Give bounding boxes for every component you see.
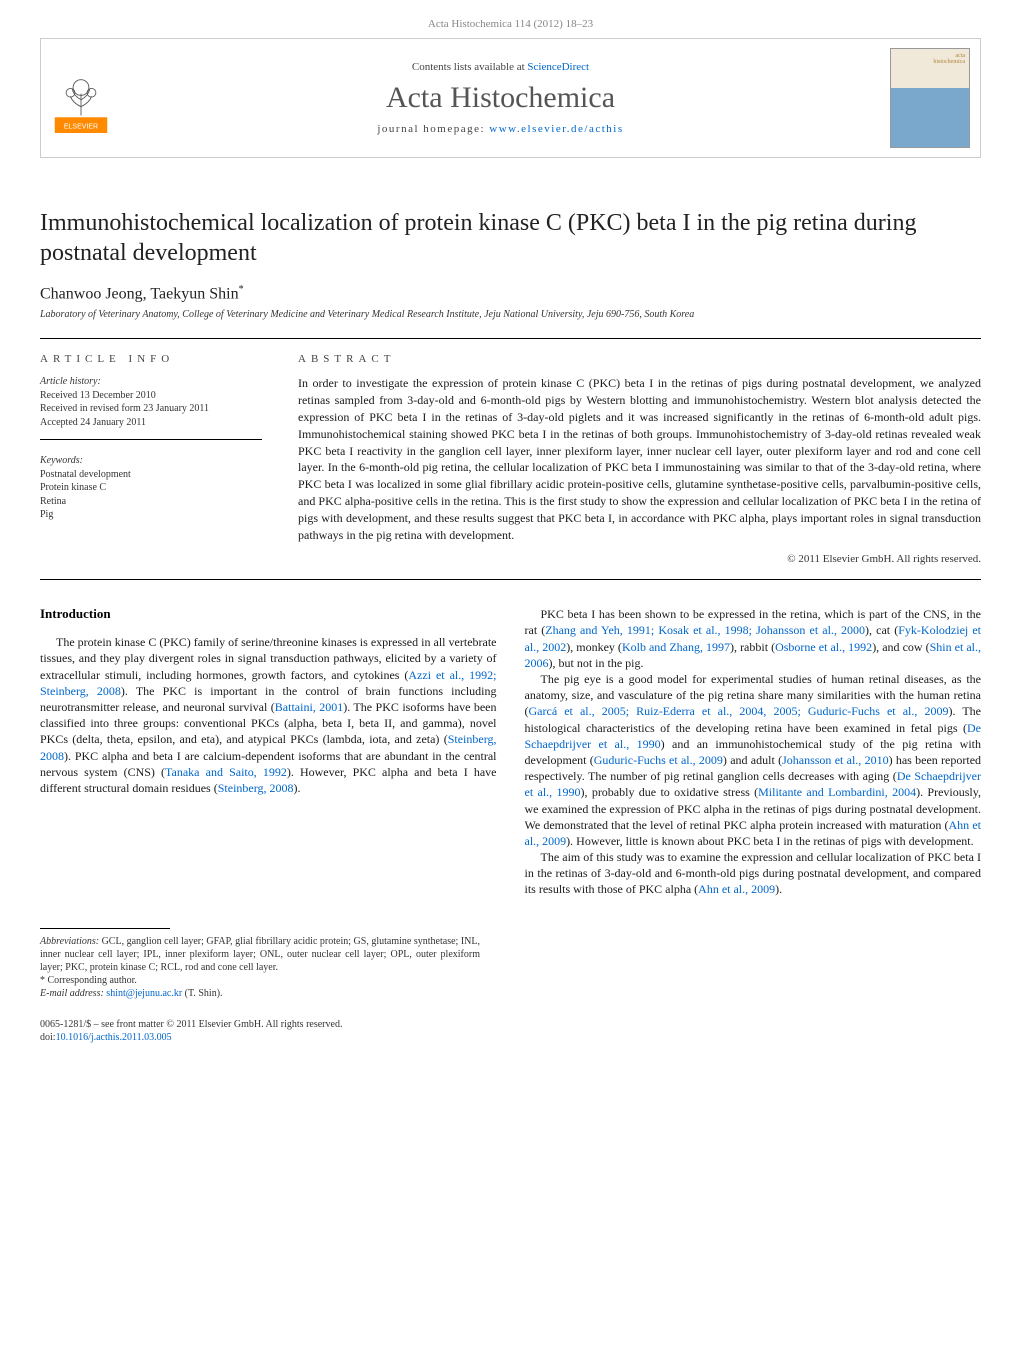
keyword-item: Postnatal development	[40, 468, 262, 482]
body-column-right: PKC beta I has been shown to be expresse…	[525, 606, 982, 897]
abstract-text: In order to investigate the expression o…	[298, 375, 981, 543]
history-revised: Received in revised form 23 January 2011	[40, 402, 262, 416]
sciencedirect-link[interactable]: ScienceDirect	[527, 61, 589, 73]
text-run: ), and cow (	[872, 640, 929, 654]
intro-paragraph-2: PKC beta I has been shown to be expresse…	[525, 606, 982, 671]
contents-line: Contents lists available at ScienceDirec…	[412, 61, 589, 73]
history-received: Received 13 December 2010	[40, 389, 262, 403]
doi-prefix: doi:	[40, 1032, 56, 1043]
running-header: Acta Histochemica 114 (2012) 18–23	[0, 0, 1021, 38]
citation-link[interactable]: Osborne et al., 1992	[775, 640, 872, 654]
abbreviations-footnote: Abbreviations: GCL, ganglion cell layer;…	[40, 935, 480, 974]
svg-text:ELSEVIER: ELSEVIER	[64, 124, 98, 131]
keyword-item: Retina	[40, 495, 262, 509]
keyword-item: Pig	[40, 508, 262, 522]
divider-bottom	[40, 579, 981, 580]
abstract-column: abstract In order to investigate the exp…	[280, 339, 981, 579]
page-footer: 0065-1281/$ – see front matter © 2011 El…	[40, 1018, 981, 1044]
section-heading-introduction: Introduction	[40, 606, 497, 622]
intro-paragraph-1: The protein kinase C (PKC) family of ser…	[40, 634, 497, 796]
text-run: ), probably due to oxidative stress (	[580, 785, 758, 799]
cover-thumbnail-container: actahistochemica	[880, 39, 980, 157]
email-suffix: (T. Shin).	[182, 988, 222, 999]
email-link[interactable]: shint@jejunu.ac.kr	[106, 988, 182, 999]
article-info-label: article info	[40, 353, 262, 365]
footnotes: Abbreviations: GCL, ganglion cell layer;…	[40, 928, 480, 1000]
journal-title: Acta Histochemica	[386, 81, 615, 115]
abbrev-text: GCL, ganglion cell layer; GFAP, glial fi…	[40, 936, 480, 973]
contents-prefix: Contents lists available at	[412, 61, 527, 73]
text-run: ).	[775, 882, 782, 896]
journal-homepage: journal homepage: www.elsevier.de/acthis	[377, 123, 623, 135]
text-run: ), monkey (	[566, 640, 622, 654]
authors-names: Chanwoo Jeong, Taekyun Shin	[40, 285, 239, 302]
footnote-rule	[40, 928, 170, 929]
citation-link[interactable]: Johansson et al., 2010	[782, 753, 889, 767]
citation-link[interactable]: Garcá et al., 2005; Ruiz-Ederra et al., …	[529, 704, 949, 718]
article-title: Immunohistochemical localization of prot…	[40, 208, 981, 268]
history-label: Article history:	[40, 375, 262, 389]
email-label: E-mail address:	[40, 988, 106, 999]
abbrev-label: Abbreviations:	[40, 936, 99, 947]
history-accepted: Accepted 24 January 2011	[40, 416, 262, 430]
text-run: ), but not in the pig.	[549, 656, 644, 670]
banner-center: Contents lists available at ScienceDirec…	[121, 39, 880, 157]
abstract-label: abstract	[298, 353, 981, 365]
cover-thumbnail: actahistochemica	[890, 48, 970, 148]
email-footnote: E-mail address: shint@jejunu.ac.kr (T. S…	[40, 987, 480, 1000]
authors-line: Chanwoo Jeong, Taekyun Shin*	[40, 284, 981, 303]
corresponding-marker: *	[239, 284, 244, 295]
text-run: ). However, little is known about PKC be…	[566, 834, 973, 848]
citation-link[interactable]: Tanaka and Saito, 1992	[165, 765, 287, 779]
citation-link[interactable]: Ahn et al., 2009	[698, 882, 775, 896]
meta-row: article info Article history: Received 1…	[40, 339, 981, 579]
citation-link[interactable]: Battaini, 2001	[275, 700, 343, 714]
copyright-line: © 2011 Elsevier GmbH. All rights reserve…	[298, 553, 981, 565]
article-history: Article history: Received 13 December 20…	[40, 375, 262, 440]
text-run: ), cat (	[865, 623, 898, 637]
keywords-block: Keywords: Postnatal development Protein …	[40, 454, 262, 522]
text-run: ).	[294, 781, 301, 795]
doi-line: doi:10.1016/j.acthis.2011.03.005	[40, 1031, 981, 1044]
intro-paragraph-4: The aim of this study was to examine the…	[525, 849, 982, 898]
publisher-logo: ELSEVIER	[41, 39, 121, 157]
issn-line: 0065-1281/$ – see front matter © 2011 El…	[40, 1018, 981, 1031]
intro-paragraph-3: The pig eye is a good model for experime…	[525, 671, 982, 849]
body-columns: Introduction The protein kinase C (PKC) …	[40, 606, 981, 897]
cover-label: actahistochemica	[933, 53, 965, 65]
citation-link[interactable]: Militante and Lombardini, 2004	[758, 785, 916, 799]
article-info-column: article info Article history: Received 1…	[40, 339, 280, 579]
text-run: ) and adult (	[723, 753, 782, 767]
affiliation: Laboratory of Veterinary Anatomy, Colleg…	[40, 309, 981, 320]
text-run: ), rabbit (	[730, 640, 775, 654]
doi-link[interactable]: 10.1016/j.acthis.2011.03.005	[56, 1032, 172, 1043]
citation-link[interactable]: Guduric-Fuchs et al., 2009	[594, 753, 723, 767]
homepage-prefix: journal homepage:	[377, 123, 489, 135]
keywords-label: Keywords:	[40, 454, 262, 468]
citation-link[interactable]: Kolb and Zhang, 1997	[622, 640, 730, 654]
homepage-link[interactable]: www.elsevier.de/acthis	[489, 123, 623, 135]
journal-banner: ELSEVIER Contents lists available at Sci…	[40, 38, 981, 158]
body-column-left: Introduction The protein kinase C (PKC) …	[40, 606, 497, 897]
elsevier-tree-icon: ELSEVIER	[51, 63, 111, 133]
keyword-item: Protein kinase C	[40, 481, 262, 495]
citation-link[interactable]: Steinberg, 2008	[218, 781, 294, 795]
corresponding-author-footnote: * Corresponding author.	[40, 974, 480, 987]
citation-link[interactable]: Zhang and Yeh, 1991; Kosak et al., 1998;…	[545, 623, 865, 637]
